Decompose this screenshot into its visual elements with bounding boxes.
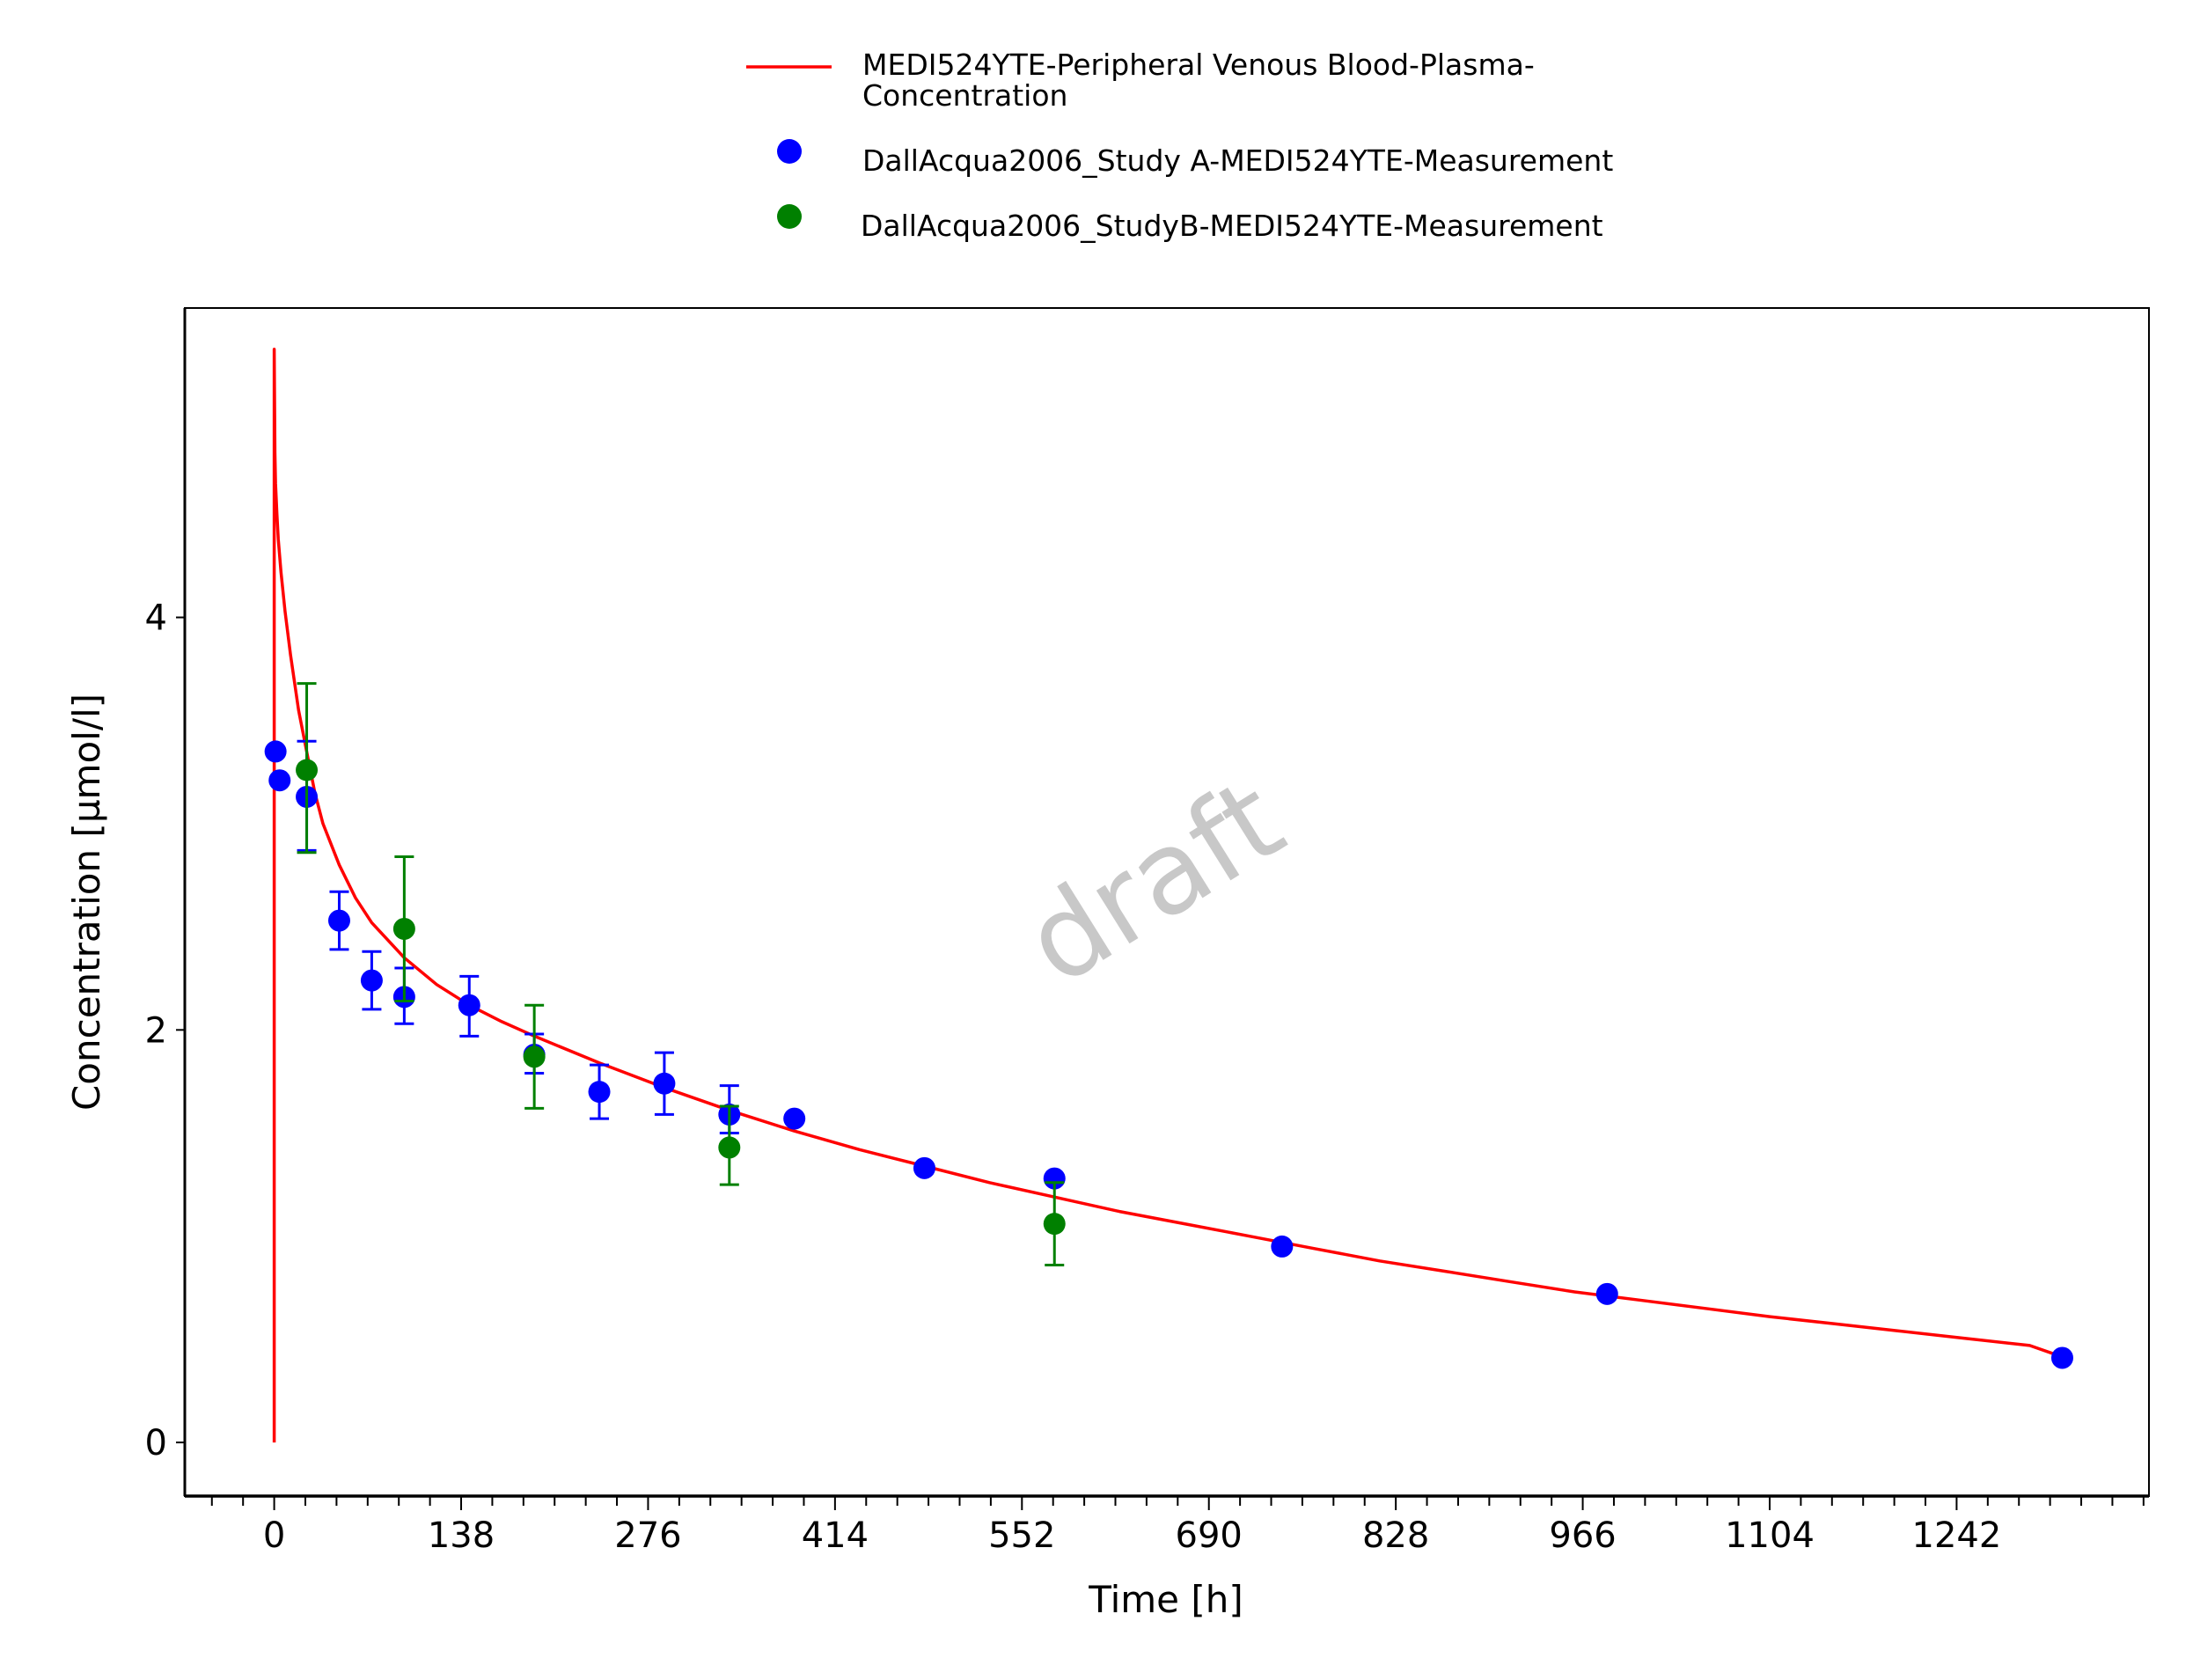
study-b-data-point xyxy=(296,759,319,781)
study-a-data-point xyxy=(360,969,383,992)
y-axis-title: Concentration [µmol/l] xyxy=(65,693,108,1111)
legend: MEDI524YTE-Peripheral Venous Blood-Plasm… xyxy=(746,48,1613,243)
study-b-data-point xyxy=(718,1136,741,1159)
study-a-data-point xyxy=(1271,1235,1294,1258)
study-a-data-point xyxy=(2050,1346,2073,1369)
study-a-data-point xyxy=(264,740,287,763)
series-layer xyxy=(264,348,2073,1443)
x-tick-label: 1104 xyxy=(1725,1515,1815,1556)
x-tick-label: 1242 xyxy=(1912,1515,2002,1556)
y-tick-label: 2 xyxy=(145,1010,167,1051)
x-tick-label: 138 xyxy=(428,1515,495,1556)
study-a-data-point xyxy=(783,1107,806,1130)
legend-label-line-2: Concentration xyxy=(862,78,1067,113)
x-tick-label: 552 xyxy=(988,1515,1055,1556)
y-ticks: 0 2 4 xyxy=(145,598,185,1464)
watermark-draft: draft xyxy=(1002,752,1305,1010)
study-a-data-point xyxy=(588,1081,611,1104)
study-a-data-point xyxy=(1043,1167,1066,1190)
study-a-data-point xyxy=(653,1072,676,1095)
x-tick-label: 690 xyxy=(1176,1515,1243,1556)
x-tick-label: 276 xyxy=(614,1515,681,1556)
study-a-data-point xyxy=(268,769,291,792)
y-tick-label: 0 xyxy=(145,1423,167,1464)
legend-label-study-b: DallAcqua2006_StudyB-MEDI524YTE-Measurem… xyxy=(861,209,1603,243)
x-tick-label: 828 xyxy=(1362,1515,1429,1556)
legend-swatch-study-b xyxy=(777,204,802,229)
x-axis-title: Time [h] xyxy=(1088,1578,1243,1621)
legend-swatch-study-a xyxy=(777,139,802,164)
y-tick-label: 4 xyxy=(145,598,167,639)
x-tick-label: 414 xyxy=(802,1515,869,1556)
study-b-data-point xyxy=(392,917,415,940)
study-a-data-point xyxy=(327,909,350,932)
study-b-data-point xyxy=(1043,1213,1066,1236)
legend-label-study-a: DallAcqua2006_Study A-MEDI524YTE-Measure… xyxy=(862,143,1613,178)
legend-label-line-1: MEDI524YTE-Peripheral Venous Blood-Plasm… xyxy=(862,48,1535,82)
study-a-data-point xyxy=(458,994,480,1016)
x-tick-label: 966 xyxy=(1549,1515,1616,1556)
study-a-data-point xyxy=(913,1156,935,1179)
x-ticks: 0 138 276 414 552 690 828 966 1104 1242 xyxy=(210,1496,2145,1556)
x-tick-label: 0 xyxy=(263,1515,285,1556)
study-a-data-point xyxy=(1595,1282,1618,1305)
study-b-data-point xyxy=(523,1045,546,1068)
